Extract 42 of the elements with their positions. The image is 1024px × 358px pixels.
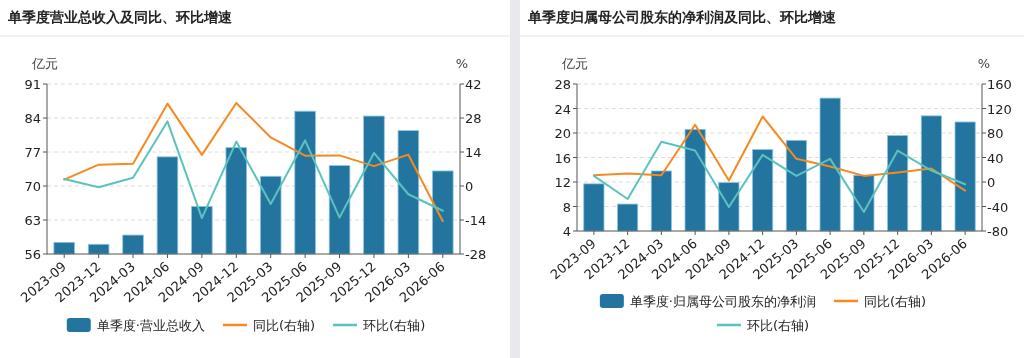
legend-label: 环比(右轴)	[746, 318, 810, 333]
y2-tick-label: 0	[465, 179, 474, 194]
y-tick-label: 20	[554, 126, 571, 141]
y2-tick-label: -28	[465, 247, 487, 262]
y2-tick-label: 160	[987, 77, 1012, 92]
legend-label: 同比(右轴)	[252, 318, 316, 333]
y-tick-label: 84	[24, 111, 41, 126]
line-series	[63, 101, 444, 223]
y-tick-label: 16	[554, 150, 571, 166]
y-tick-label: 77	[24, 145, 41, 160]
y-tick-label: 91	[24, 77, 41, 92]
y-tick-label: 24	[554, 101, 571, 117]
legend-label: 环比(右轴)	[363, 318, 426, 333]
y-tick-label: 56	[24, 247, 41, 262]
y2-tick-label: -14	[465, 213, 487, 228]
y2-axis-title: %	[977, 56, 991, 71]
y-tick-label: 63	[24, 213, 41, 228]
y2-tick-label: 14	[465, 145, 482, 160]
y2-tick-label: -80	[987, 224, 1009, 239]
y2-tick-label: 42	[465, 77, 482, 92]
y2-tick-label: 40	[987, 150, 1004, 166]
y-tick-label: 4	[562, 224, 571, 239]
y-axis-title: 亿元	[31, 56, 58, 71]
y-tick-label: 70	[24, 179, 41, 194]
legend-label: 单季度·营业总收入	[96, 318, 205, 333]
y2-tick-label: -40	[987, 199, 1009, 215]
y-tick-label: 28	[554, 77, 571, 92]
y-axis-title: 亿元	[561, 56, 588, 71]
y2-tick-label: 28	[465, 111, 482, 126]
legend-label: 单季度·归属母公司股东的净利润	[629, 294, 816, 309]
y-tick-label: 12	[554, 175, 571, 190]
chart-title: 单季度营业总收入及同比、环比增速	[7, 9, 233, 25]
line-series	[63, 120, 444, 220]
chart-title: 单季度归属母公司股东的净利润及同比、环比增速	[527, 9, 837, 25]
y2-axis-title: %	[455, 56, 469, 71]
y-tick-label: 8	[562, 199, 571, 215]
y2-tick-label: 80	[987, 126, 1004, 141]
line-series	[592, 115, 967, 192]
y2-tick-label: 0	[987, 175, 996, 190]
line-series	[592, 140, 967, 214]
y2-tick-label: 120	[987, 101, 1012, 117]
legend-label: 同比(右轴)	[863, 294, 927, 309]
